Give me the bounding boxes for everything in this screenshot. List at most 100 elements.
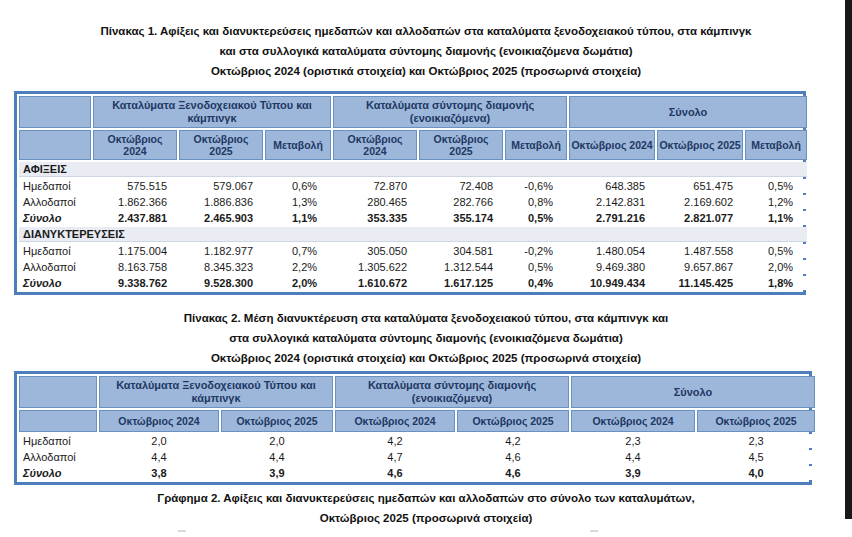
cell: 2,0%: [265, 276, 331, 290]
cell: 3,8: [99, 466, 219, 480]
cell: 4,6: [335, 466, 455, 480]
cell: 0,5%: [505, 260, 567, 274]
table1-colgroup-hotel: Καταλύματα Ξενοδοχειακού Τύπου και κάμπι…: [93, 96, 331, 128]
cell: 0,6%: [265, 179, 331, 193]
table-row: Αλλοδαποί 1.862.366 1.886.836 1,3% 280.4…: [19, 195, 807, 209]
table1-title-line2: και στα συλλογικά καταλύματα σύντομης δι…: [24, 41, 828, 61]
table-row: Ημεδαποί 1.175.004 1.182.977 0,7% 305.05…: [19, 244, 807, 258]
row-label: Ημεδαποί: [19, 434, 97, 448]
row-label: Αλλοδαποί: [19, 450, 97, 464]
cell: 1,1%: [265, 211, 331, 225]
row-label: Σύνολο: [19, 466, 97, 480]
table1-title-line3: Οκτώβριος 2024 (οριστικά στοιχεία) και Ο…: [24, 61, 828, 81]
cell: 1.617.125: [419, 276, 503, 290]
cell: 3,9: [221, 466, 333, 480]
table-row: Αλλοδαποί 4,4 4,4 4,7 4,6 4,4 4,5: [19, 450, 815, 464]
cell: 4,4: [571, 450, 695, 464]
cell: 2.821.077: [657, 211, 743, 225]
cell: 1,3%: [265, 195, 331, 209]
row-label: Σύνολο: [19, 211, 91, 225]
section-row-overnights: ΔΙΑΝΥΚΤΕΡΕΥΣΕΙΣ: [19, 227, 807, 242]
cell: 9.338.762: [93, 276, 177, 290]
table2-colgroup-short-stay: Καταλύματα σύντομης διαμονής (ενοικιαζόμ…: [335, 376, 569, 408]
cell: 2,0%: [745, 260, 807, 274]
row-label: Ημεδαποί: [19, 244, 91, 258]
col-header: Μεταβολή: [745, 130, 807, 160]
col-header: Οκτώβριος 2025: [657, 130, 743, 160]
table1-group-header-row: Καταλύματα Ξενοδοχειακού Τύπου και κάμπι…: [19, 96, 807, 128]
table1-title-line1: Πίνακας 1. Αφίξεις και διανυκτερεύσεις η…: [24, 21, 828, 41]
chart-crop-artifact: [178, 530, 186, 532]
table-row-total: Σύνολο 2.437.881 2.465.903 1,1% 353.335 …: [19, 211, 807, 225]
table1-corner-cell: [19, 96, 91, 128]
table2-title-line2: στα συλλογικά καταλύματα σύντομης διαμον…: [24, 328, 828, 348]
cell: 1.480.054: [569, 244, 655, 258]
table1-corner-cell-2: [19, 130, 91, 160]
cell: 0,7%: [265, 244, 331, 258]
cell: 10.949.434: [569, 276, 655, 290]
row-label: Σύνολο: [19, 276, 91, 290]
col-header: Οκτώβριος 2024: [99, 410, 219, 432]
table1-frame: Καταλύματα Ξενοδοχειακού Τύπου και κάμπι…: [14, 91, 806, 295]
table2-sub-header-row: Οκτώβριος 2024 Οκτώβριος 2025 Οκτώβριος …: [19, 410, 815, 432]
cell: 11.145.425: [657, 276, 743, 290]
table2-colgroup-hotel: Καταλύματα Ξενοδοχειακού Τύπου και κάμπι…: [99, 376, 333, 408]
table1-colgroup-total: Σύνολο: [569, 96, 807, 128]
table1-sub-header-row: Οκτώβριος 2024 Οκτώβριος 2025 Μεταβολή Ο…: [19, 130, 807, 160]
cell: 4,6: [457, 466, 569, 480]
cell: 0,5%: [745, 244, 807, 258]
cell: 353.335: [333, 211, 417, 225]
table1-colgroup-short-stay: Καταλύματα σύντομης διαμονής (ενοικιαζόμ…: [333, 96, 567, 128]
col-header: Οκτώβριος 2024: [571, 410, 695, 432]
cell: 575.515: [93, 179, 177, 193]
cell: 4,4: [99, 450, 219, 464]
row-label: Αλλοδαποί: [19, 260, 91, 274]
cell: 648.385: [569, 179, 655, 193]
cell: 0,4%: [505, 276, 567, 290]
table2-title: Πίνακας 2. Μέση διανυκτέρευση στα καταλύ…: [24, 308, 828, 368]
chart2-caption-line1: Γράφημα 2. Αφίξεις και διανυκτερεύσεις η…: [24, 488, 828, 508]
cell: 8.345.323: [179, 260, 263, 274]
table2-title-line3: Οκτώβριος 2024 (οριστικά στοιχεία) και Ο…: [24, 348, 828, 368]
col-header: Οκτώβριος 2025: [697, 410, 815, 432]
table-row: Αλλοδαποί 8.163.758 8.345.323 2,2% 1.305…: [19, 260, 807, 274]
cell: 72.870: [333, 179, 417, 193]
cell: 4,6: [457, 450, 569, 464]
cell: 280.465: [333, 195, 417, 209]
table2-corner-cell-2: [19, 410, 97, 432]
col-header: Οκτώβριος 2025: [457, 410, 569, 432]
cell: 1.182.977: [179, 244, 263, 258]
cell: 9.469.380: [569, 260, 655, 274]
table1-title: Πίνακας 1. Αφίξεις και διανυκτερεύσεις η…: [24, 21, 828, 81]
table2-title-line1: Πίνακας 2. Μέση διανυκτέρευση στα καταλύ…: [24, 308, 828, 328]
col-header: Οκτώβριος 2024: [335, 410, 455, 432]
cell: 4,7: [335, 450, 455, 464]
cell: 8.163.758: [93, 260, 177, 274]
chart-crop-artifact: [590, 530, 598, 532]
cell: 2,2%: [265, 260, 331, 274]
cell: -0,6%: [505, 179, 567, 193]
col-header: Οκτώβριος 2025: [419, 130, 503, 160]
cell: 1.312.544: [419, 260, 503, 274]
col-header: Μεταβολή: [265, 130, 331, 160]
col-header: Μεταβολή: [505, 130, 567, 160]
cell: 2.142.831: [569, 195, 655, 209]
cell: 4,5: [697, 450, 815, 464]
cell: 305.050: [333, 244, 417, 258]
cell: 1.886.836: [179, 195, 263, 209]
col-header: Οκτώβριος 2024: [93, 130, 177, 160]
cell: 2,3: [697, 434, 815, 448]
cell: 4,2: [457, 434, 569, 448]
table-row-total: Σύνολο 3,8 3,9 4,6 4,6 3,9 4,0: [19, 466, 815, 480]
cell: 651.475: [657, 179, 743, 193]
cell: 1.610.672: [333, 276, 417, 290]
cell: 1,1%: [745, 211, 807, 225]
chart2-caption: Γράφημα 2. Αφίξεις και διανυκτερεύσεις η…: [24, 488, 828, 528]
cell: 1,2%: [745, 195, 807, 209]
cell: 2.791.216: [569, 211, 655, 225]
table2-colgroup-total: Σύνολο: [571, 376, 815, 408]
cell: 1.862.366: [93, 195, 177, 209]
window-edge: [845, 0, 852, 519]
cell: 2,3: [571, 434, 695, 448]
cell: 579.067: [179, 179, 263, 193]
